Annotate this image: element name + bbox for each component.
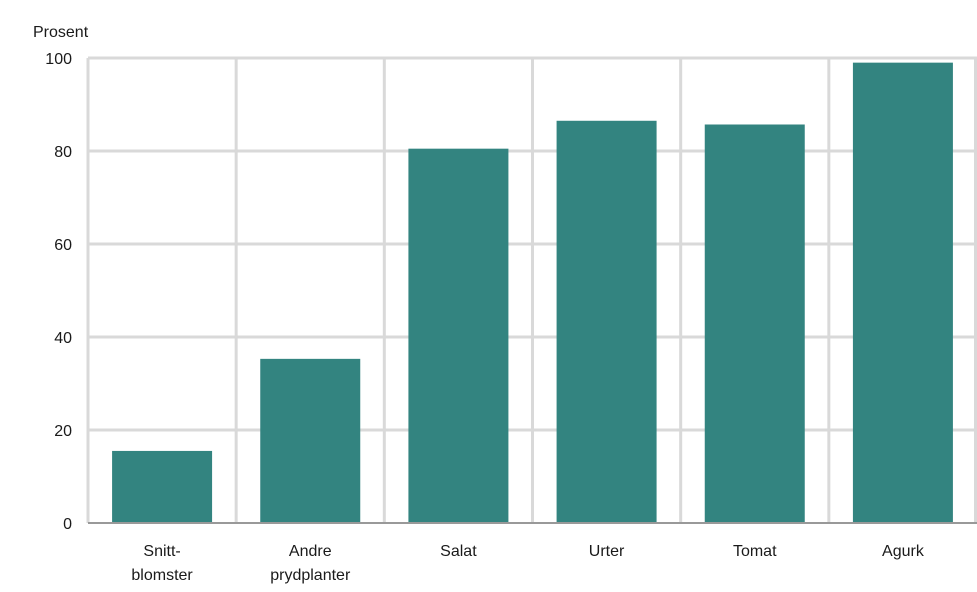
y-tick-label: 20 <box>54 423 72 440</box>
y-tick-label: 100 <box>45 51 72 68</box>
bars <box>112 62 953 524</box>
x-tick-label: Andre prydplanter <box>270 543 351 584</box>
bar <box>260 358 361 523</box>
y-axis-unit-label: Prosent <box>33 24 89 41</box>
x-tick-label: Snitt-blomster <box>131 543 193 584</box>
bar <box>556 120 657 524</box>
x-tick-label: Agurk <box>882 543 925 560</box>
labels: 0 20 40 60 80 100 Snitt-blomster Andre prydplant… <box>45 51 925 584</box>
y-tick-label: 40 <box>54 330 72 347</box>
bar <box>408 148 509 524</box>
x-tick-label: Urter <box>589 543 625 560</box>
x-tick-label: Tomat <box>733 543 777 560</box>
x-tick-label: Salat <box>440 543 477 560</box>
y-tick-label: 60 <box>54 237 72 254</box>
bar <box>112 450 213 523</box>
y-tick-label: 0 <box>63 516 72 533</box>
y-tick-label: 80 <box>54 144 72 161</box>
bar <box>852 62 953 524</box>
bar <box>704 124 805 524</box>
gridlines <box>86 56 977 523</box>
